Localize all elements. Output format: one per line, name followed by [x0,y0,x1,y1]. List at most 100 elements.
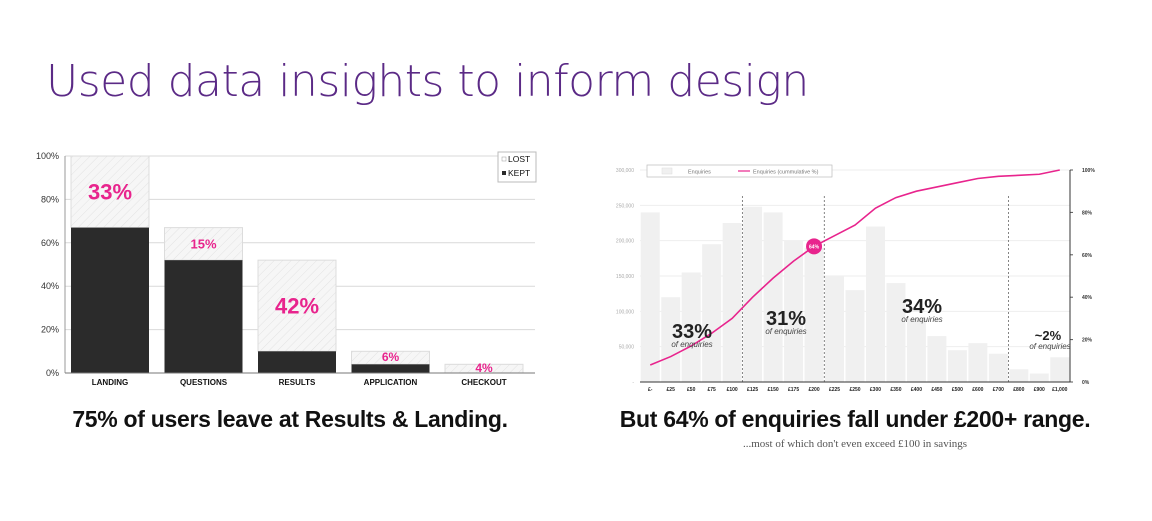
stacked-bar-chart: 0% 20% 40% 60% 80% 100% 33% 15% 42% 6% 4% LANDING… [36,151,537,387]
data-label: 6% [382,350,400,364]
annotation-value: 31% [766,308,806,330]
y-tick-label: 0% [46,368,59,378]
cumulative-line [649,169,1060,366]
annotation-label: of enquiries [671,340,712,349]
data-label: 33% [88,180,132,205]
x-tick-label: £200 [808,387,819,393]
bar [661,297,681,382]
right-chart-subcaption: ...most of which don't even exceed £100 … [742,438,968,450]
chart-legend: LOST KEPT [497,151,537,183]
bar [804,247,824,382]
y-right-tick-label: 20% [1082,338,1093,344]
x-tick-label: £225 [829,387,840,393]
legend-label: Enquiries [688,170,711,176]
annotation-value: ~2% [1035,328,1062,343]
y-tick-label: 20% [41,325,59,335]
x-tick-label: £900 [1034,387,1045,393]
right-chart-caption: But 64% of enquiries fall under £200+ ra… [619,406,1091,432]
x-tick-label: £500 [952,387,963,393]
data-label: 42% [275,293,319,318]
bar [886,283,906,382]
bar [968,343,988,382]
y-left-tick-label: 300,000 [616,168,634,174]
x-tick-label: £175 [788,387,799,393]
bar [906,318,926,382]
y-left-tick-label: 50,000 [619,345,635,351]
legend-label: KEPT [508,168,530,178]
y-left-tick-label: 250,000 [616,203,634,209]
x-tick-label: £450 [931,387,942,393]
annotation-value: 33% [672,321,712,343]
x-tick-label: LANDING [92,378,128,387]
bar [927,336,947,382]
bar-kept [258,351,336,373]
annotation-label: of enquiries [765,327,806,336]
bar [784,240,804,382]
annotation-value: 34% [902,296,942,318]
x-tick-label: £600 [972,387,983,393]
legend-swatch-lost [501,156,507,162]
legend-label: LOST [508,154,530,164]
enquiries-histogram-chart: - 50,000 100,000 150,000 200,000 250,000 300,0… [616,164,1095,393]
bar [743,206,763,382]
page-title: Used data insights to inform design [46,56,809,107]
bar [702,244,722,382]
y-right-tick-label: 0% [1082,380,1090,386]
annotation-label: of enquiries [1029,342,1070,351]
bar [1009,369,1029,382]
x-tick-label: £1,000 [1052,387,1068,393]
x-tick-label: £400 [911,387,922,393]
y-left-tick-label: - [632,380,634,386]
legend-swatch-bars [661,167,673,175]
y-right-tick-label: 100% [1082,168,1095,174]
bar [1029,373,1049,382]
x-tick-label: RESULTS [279,378,316,387]
bar [865,226,885,382]
y-tick-label: 100% [36,151,59,161]
marker-dot [806,238,823,255]
y-right-tick-label: 40% [1082,295,1093,301]
y-left-tick-label: 150,000 [616,274,634,280]
bar-kept [71,227,149,373]
x-tick-label: £150 [768,387,779,393]
bar-lost [257,259,337,352]
bar [681,272,701,382]
x-tick-label: £300 [870,387,881,393]
bar [947,350,967,382]
legend-label: Enquiries (cummulative %) [753,170,819,176]
x-tick-label: APPLICATION [364,378,418,387]
x-tick-label: £25 [667,387,676,393]
bar-lost [164,227,243,261]
y-tick-label: 80% [41,194,59,204]
bar [988,353,1008,382]
x-tick-label: £- [648,387,653,393]
bar [1050,357,1070,382]
annotation-label: of enquiries [901,315,942,324]
x-tick-label: £50 [687,387,696,393]
x-tick-label: £100 [727,387,738,393]
bar [763,212,783,382]
bar [845,290,865,382]
y-tick-label: 40% [41,281,59,291]
x-tick-label: £125 [747,387,758,393]
x-tick-label: QUESTIONS [180,378,228,387]
bar [825,276,845,382]
marker-label: 64% [809,244,820,250]
x-tick-label: £700 [993,387,1004,393]
y-right-tick-label: 80% [1082,210,1093,216]
x-tick-label: £250 [849,387,860,393]
bar [640,212,660,382]
bar [722,223,742,382]
bar-kept [351,364,430,373]
x-tick-label: £350 [890,387,901,393]
x-tick-label: £800 [1013,387,1024,393]
y-left-tick-label: 200,000 [616,239,634,245]
y-right-tick-label: 60% [1082,253,1093,259]
chart-legend: Enquiries Enquiries (cummulative %) [646,164,833,178]
y-left-tick-label: 100,000 [616,309,634,315]
left-chart-caption: 75% of users leave at Results & Landing. [72,406,508,432]
legend-swatch-kept [502,171,506,175]
y-tick-label: 60% [41,238,59,248]
x-tick-label: CHECKOUT [461,378,506,387]
x-tick-label: £75 [707,387,716,393]
